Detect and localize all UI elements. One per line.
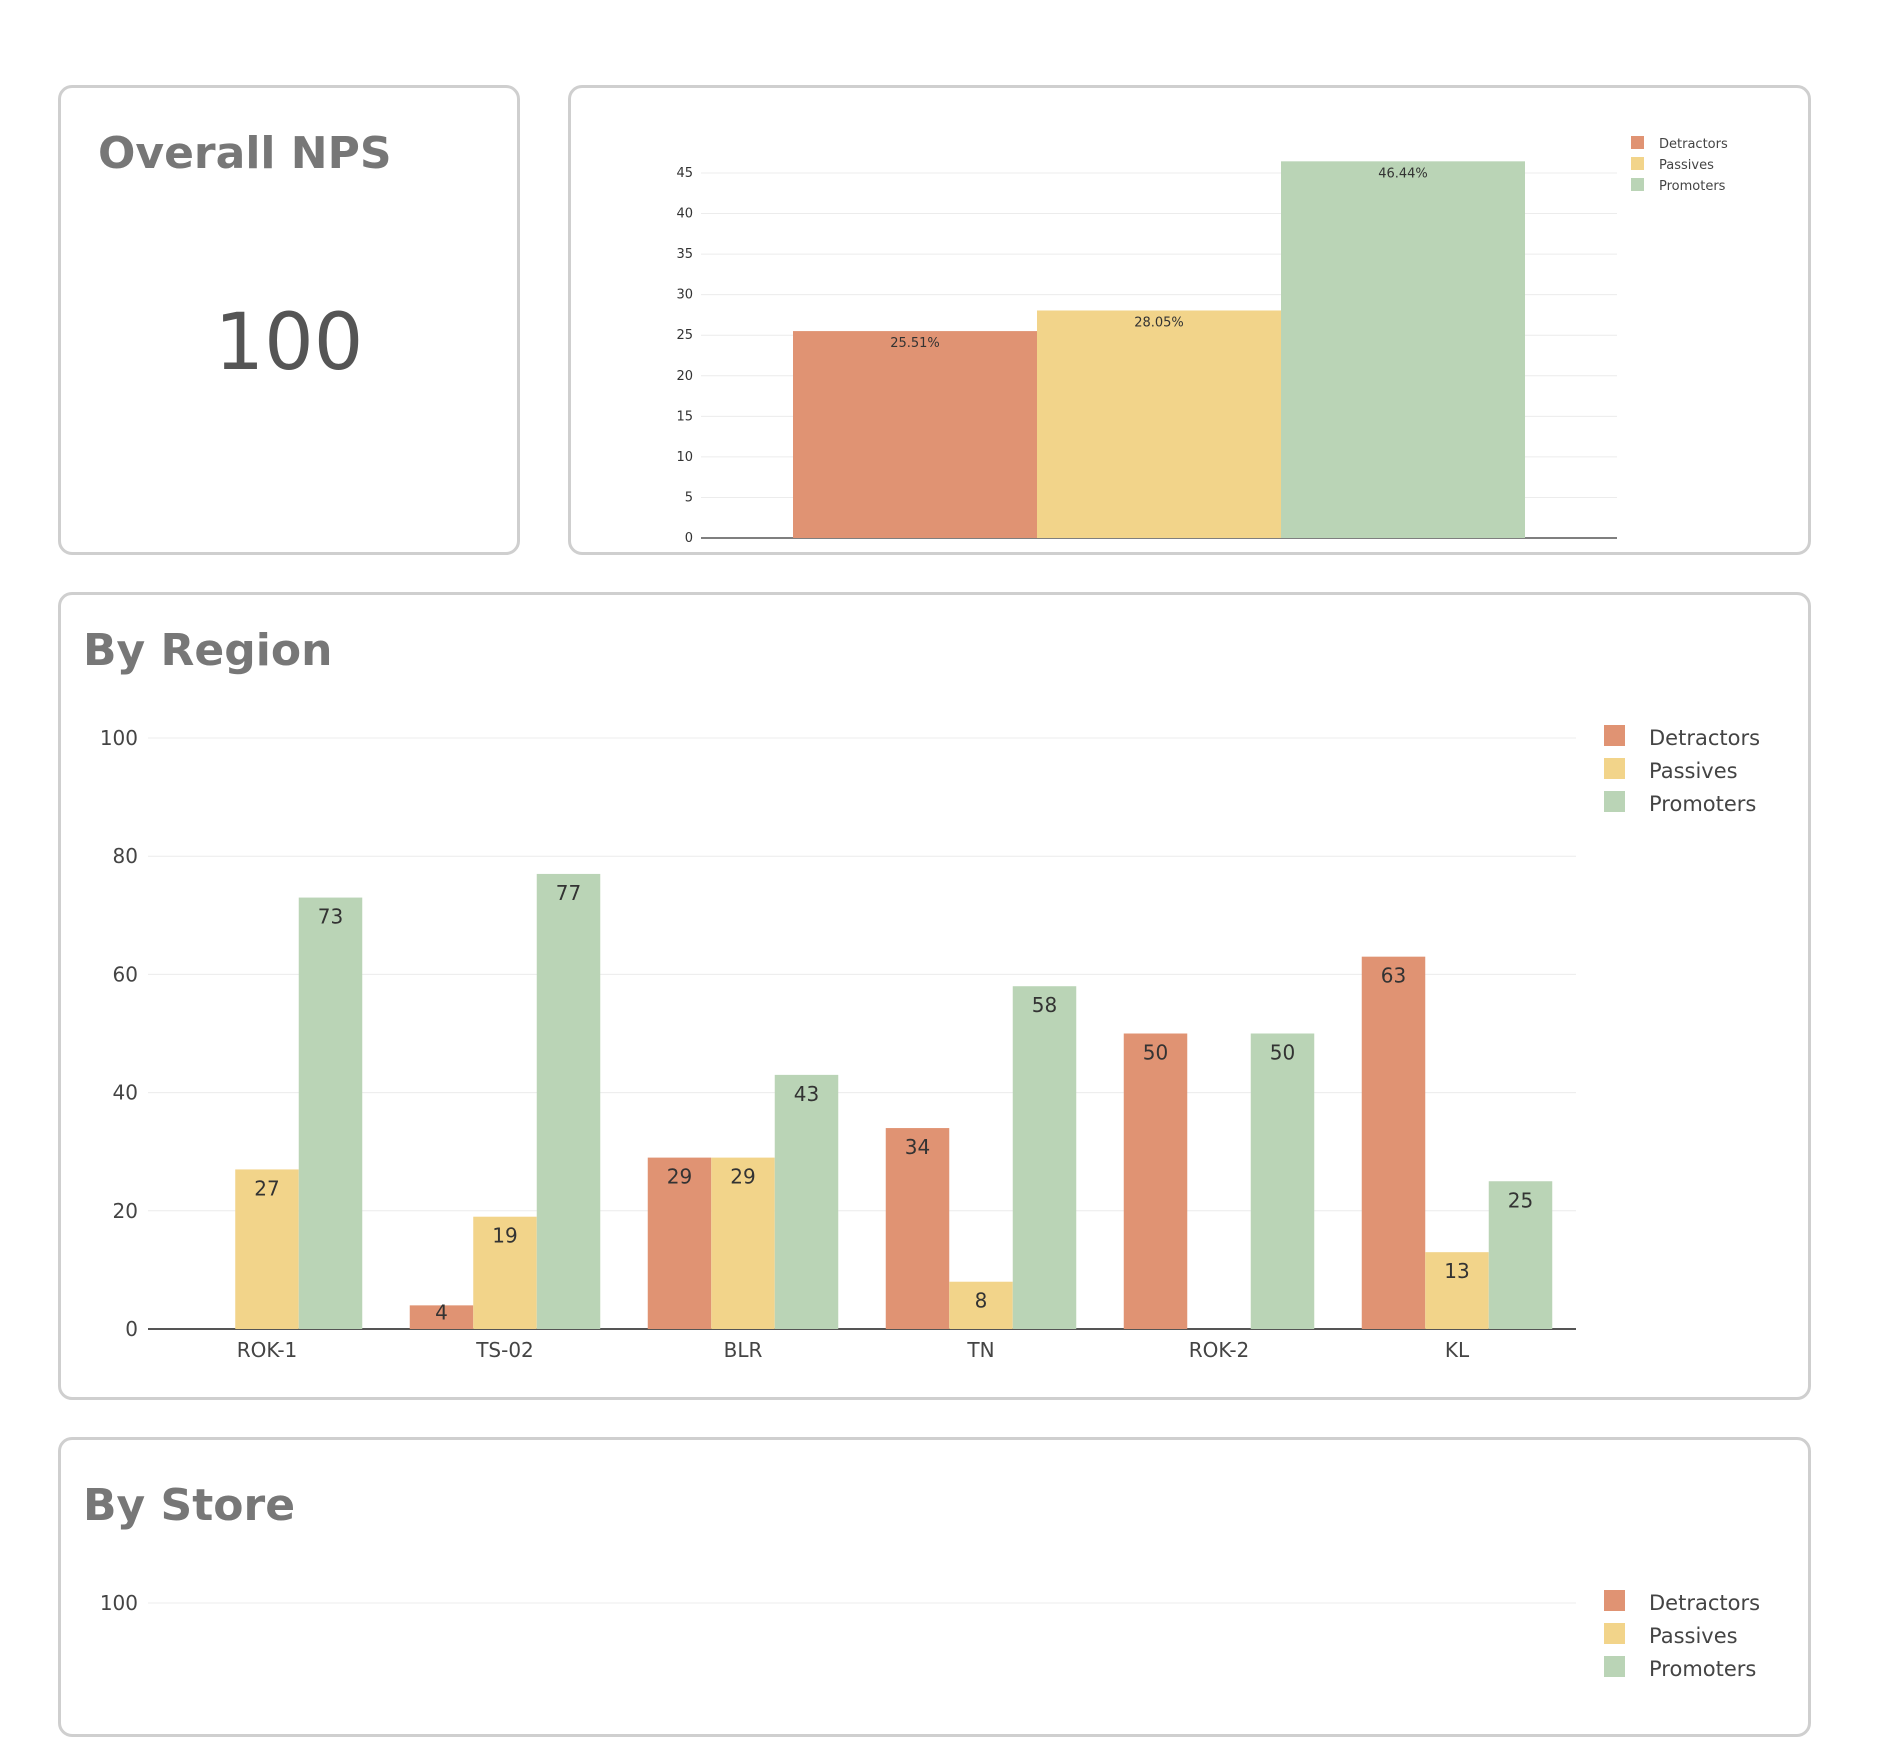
y-tick-label: 40 bbox=[113, 1081, 138, 1105]
by-store-chart: 100 Detractors Passives Promoters bbox=[100, 1590, 1760, 1681]
bar-detractors bbox=[409, 1305, 474, 1329]
bar-promoters bbox=[536, 873, 601, 1329]
data-label-detractors: 4 bbox=[435, 1300, 448, 1324]
y-tick-label: 100 bbox=[100, 726, 138, 750]
data-label-promoters: 77 bbox=[556, 881, 581, 905]
bar-promoters bbox=[1281, 161, 1525, 538]
data-label-promoters: 25 bbox=[1508, 1188, 1533, 1212]
x-tick-label: KL bbox=[1445, 1338, 1470, 1362]
y-tick-label: 60 bbox=[113, 962, 138, 986]
y-tick-label: 0 bbox=[125, 1317, 138, 1341]
bar-passives bbox=[1037, 310, 1281, 538]
x-tick-label: ROK-1 bbox=[237, 1338, 298, 1362]
legend-swatch-passives bbox=[1604, 758, 1625, 779]
bar-promoters bbox=[1012, 986, 1077, 1329]
data-label-detractors: 34 bbox=[905, 1135, 930, 1159]
data-label-promoters: 50 bbox=[1270, 1041, 1295, 1065]
data-label-promoters: 58 bbox=[1032, 993, 1057, 1017]
y-tick-label: 0 bbox=[685, 531, 693, 546]
legend-label-promoters: Promoters bbox=[1649, 1657, 1756, 1681]
data-label-detractors: 63 bbox=[1381, 964, 1406, 988]
data-label-passives: 13 bbox=[1444, 1259, 1469, 1283]
bar-detractors bbox=[647, 1157, 712, 1329]
y-tick-label: 10 bbox=[676, 450, 693, 465]
x-tick-label: TS-02 bbox=[475, 1338, 534, 1362]
legend-swatch-passives bbox=[1604, 1623, 1625, 1644]
y-tick-label: 25 bbox=[676, 328, 693, 343]
y-tick-label: 20 bbox=[676, 369, 693, 384]
by-region-title: By Region bbox=[83, 625, 333, 676]
by-store-card: By Store 100 Detractors Passives Promoters bbox=[58, 1437, 1811, 1737]
legend-label-detractors: Detractors bbox=[1649, 1591, 1760, 1615]
data-label-passives: 28.05% bbox=[1134, 315, 1184, 330]
by-store-title: By Store bbox=[83, 1480, 296, 1531]
legend-label-detractors: Detractors bbox=[1659, 137, 1728, 152]
bar-detractors bbox=[1123, 1033, 1188, 1329]
data-label-promoters: 43 bbox=[794, 1082, 819, 1106]
legend-label-passives: Passives bbox=[1649, 1624, 1738, 1648]
overall-nps-card: Overall NPS 100 bbox=[58, 85, 520, 555]
by-region-chart: 0 20 40 60 80 100 ROK-1 27 73 TS-02 4 19 77 BLR 29 29 43… bbox=[100, 725, 1760, 1362]
x-tick-label: TN bbox=[966, 1338, 994, 1362]
legend-label-promoters: Promoters bbox=[1659, 179, 1726, 194]
legend-label-passives: Passives bbox=[1659, 158, 1714, 173]
legend-swatch-promoters bbox=[1604, 791, 1625, 812]
bar-promoters bbox=[1250, 1033, 1315, 1329]
data-label-passives: 29 bbox=[730, 1165, 755, 1189]
x-tick-label: BLR bbox=[724, 1338, 763, 1362]
legend-swatch-promoters bbox=[1604, 1656, 1625, 1677]
data-label-passives: 19 bbox=[492, 1224, 517, 1248]
data-label-detractors: 25.51% bbox=[890, 336, 940, 351]
bar-detractors bbox=[793, 331, 1037, 538]
bar-detractors bbox=[885, 1128, 950, 1329]
bar-passives bbox=[473, 1216, 537, 1329]
legend-label-promoters: Promoters bbox=[1649, 792, 1756, 816]
bar-promoters bbox=[774, 1074, 839, 1329]
legend-label-detractors: Detractors bbox=[1649, 726, 1760, 750]
legend-label-passives: Passives bbox=[1649, 759, 1738, 783]
bar-passives bbox=[235, 1169, 299, 1329]
y-tick-label: 80 bbox=[113, 844, 138, 868]
bar-detractors bbox=[1361, 956, 1426, 1329]
legend-swatch-passives bbox=[1631, 157, 1644, 170]
legend-swatch-detractors bbox=[1604, 1590, 1625, 1611]
y-tick-label: 40 bbox=[676, 207, 693, 222]
y-tick-label: 20 bbox=[113, 1199, 138, 1223]
data-label-detractors: 50 bbox=[1143, 1041, 1168, 1065]
overall-distribution-card: 0 5 10 15 20 25 30 35 40 45 25.51% 28.05% 46.44% Detr… bbox=[568, 85, 1811, 555]
y-tick-label: 35 bbox=[676, 247, 693, 262]
y-tick-label: 100 bbox=[100, 1591, 138, 1615]
y-tick-label: 30 bbox=[676, 288, 693, 303]
by-region-card: By Region 0 20 40 60 80 100 ROK-1 27 73 TS-02 4 19 7… bbox=[58, 592, 1811, 1400]
overall-distribution-chart: 0 5 10 15 20 25 30 35 40 45 25.51% 28.05% 46.44% Detr… bbox=[676, 136, 1728, 546]
data-label-passives: 8 bbox=[975, 1289, 988, 1313]
bar-passives bbox=[711, 1157, 775, 1329]
overall-nps-value: 100 bbox=[214, 298, 364, 388]
data-label-detractors: 29 bbox=[667, 1165, 692, 1189]
bar-promoters bbox=[1488, 1181, 1553, 1329]
data-label-promoters: 73 bbox=[318, 905, 343, 929]
legend-swatch-promoters bbox=[1631, 178, 1644, 191]
overall-nps-title: Overall NPS bbox=[98, 128, 392, 179]
legend-swatch-detractors bbox=[1631, 136, 1644, 149]
data-label-promoters: 46.44% bbox=[1378, 166, 1428, 181]
y-tick-label: 15 bbox=[676, 409, 693, 424]
y-tick-label: 45 bbox=[676, 166, 693, 181]
bar-passives bbox=[1425, 1252, 1489, 1329]
y-tick-label: 5 bbox=[685, 490, 693, 505]
bar-passives bbox=[949, 1281, 1013, 1329]
legend-swatch-detractors bbox=[1604, 725, 1625, 746]
data-label-passives: 27 bbox=[254, 1176, 279, 1200]
x-tick-label: ROK-2 bbox=[1189, 1338, 1250, 1362]
bar-promoters bbox=[298, 897, 363, 1329]
